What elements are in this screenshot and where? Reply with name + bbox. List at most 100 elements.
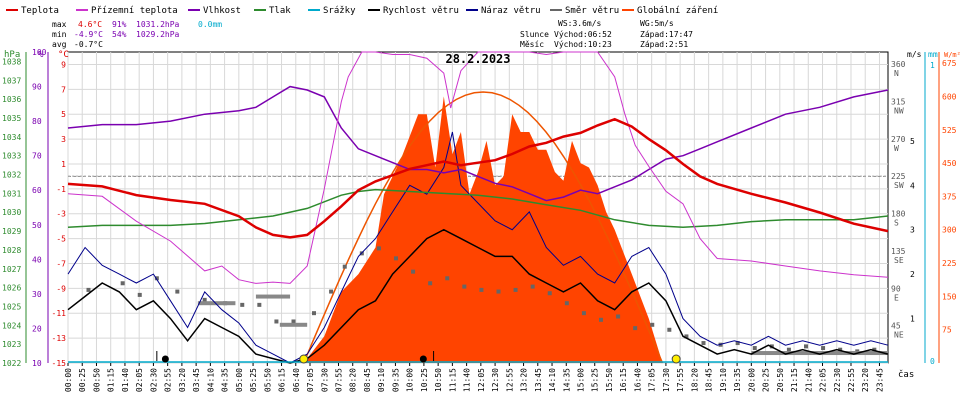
tick-dir-name: SE <box>894 256 904 265</box>
tick-dir: 270 <box>891 135 906 144</box>
tick-hpa: 1037 <box>2 76 21 85</box>
radiation-envelope <box>303 91 664 364</box>
tick-dir: 90 <box>891 284 901 293</box>
wind-dir-point <box>530 284 535 289</box>
tick-ms: 4 <box>910 181 915 190</box>
legend-label: Vlhkost <box>203 6 241 16</box>
tick-dir-name: SW <box>894 181 904 190</box>
tick-hpa: 1036 <box>2 95 21 104</box>
series-ground-temp <box>67 51 889 284</box>
tick-x: 01:15 <box>107 368 116 392</box>
tick-x: 07:55 <box>334 368 343 392</box>
wind-dir-point <box>257 302 262 307</box>
tick-x: 11:40 <box>463 368 472 392</box>
tick-wm2: 75 <box>942 326 952 335</box>
tick-x: 17:05 <box>648 368 657 392</box>
tick-x: 19:35 <box>733 368 742 392</box>
tick-x: 15:25 <box>591 368 600 392</box>
legend-label: Směr větru <box>565 6 619 16</box>
tick-x: 02:55 <box>164 368 173 392</box>
wind-dir-point <box>445 276 450 281</box>
tick-x: 09:10 <box>377 368 386 392</box>
tick-temp: -5 <box>56 235 66 244</box>
tick-x: 21:15 <box>790 368 799 392</box>
tick-temp: 1 <box>61 160 66 169</box>
info-ws: WS:3.6m/s <box>558 19 602 28</box>
tick-dir-name: NE <box>894 331 904 340</box>
wind-dir-point <box>137 292 142 297</box>
stat-max-press: 1031.2hPa <box>136 20 180 29</box>
info-sun-label: Slunce <box>520 30 549 39</box>
stat-max-rain: 0.0mm <box>198 20 222 29</box>
tick-x: 22:05 <box>819 368 828 392</box>
tick-temp: -3 <box>56 210 66 219</box>
tick-x: 22:55 <box>847 368 856 392</box>
tick-dir: 45 <box>891 322 901 331</box>
wind-dir-point <box>202 297 207 302</box>
stat-min-hum: 54% <box>112 30 127 39</box>
wind-dir-point <box>376 246 381 251</box>
tick-x: 15:00 <box>577 368 586 392</box>
tick-hpa: 1033 <box>2 152 21 161</box>
tick-x: 04:10 <box>206 368 215 392</box>
axis-unit-wm2: W/m² <box>944 51 961 59</box>
tick-x: 23:20 <box>861 368 870 392</box>
tick-x: 04:35 <box>221 368 230 392</box>
tick-x: 12:30 <box>491 368 500 392</box>
tick-x: 03:45 <box>192 368 201 392</box>
tick-hpa: 1038 <box>2 57 21 66</box>
tick-x: 14:35 <box>562 368 571 392</box>
wind-dir-point <box>804 344 808 349</box>
tick-mm: 1 <box>930 61 935 70</box>
tick-dir-name: NW <box>894 106 904 115</box>
tick-x: 10:25 <box>420 368 429 392</box>
tick-temp: -7 <box>56 259 66 268</box>
stat-label: max <box>52 20 67 29</box>
wind-dir-point <box>752 346 757 351</box>
tick-x: 11:15 <box>448 368 457 392</box>
axis-unit-c: °C <box>58 50 69 60</box>
tick-temp: 3 <box>61 135 66 144</box>
series-temperature <box>67 117 889 239</box>
tick-hpa: 1023 <box>2 340 21 349</box>
tick-wm2: 675 <box>942 59 957 68</box>
stat-max-temp: 4.6°C <box>78 20 102 29</box>
wind-dir-point <box>411 269 416 274</box>
wind-dir-point <box>329 289 334 294</box>
tick-x: 00:25 <box>78 368 87 392</box>
tick-dir-name: E <box>894 293 899 302</box>
axis-unit-pct: % <box>38 50 44 60</box>
tick-pct: 80 <box>32 117 42 126</box>
legend-label: Přízemní teplota <box>91 6 178 16</box>
legend-label: Globální záření <box>637 6 718 16</box>
tick-x: 05:00 <box>235 368 244 392</box>
tick-hpa: 1031 <box>2 189 21 198</box>
wind-dir-band <box>255 294 291 299</box>
wind-dir-point <box>821 346 826 351</box>
wind-dir-point <box>684 334 689 339</box>
wind-dir-band <box>279 322 308 327</box>
tick-x: 12:55 <box>505 368 514 392</box>
tick-hpa: 1030 <box>2 208 21 217</box>
wind-dir-point <box>701 341 706 346</box>
tick-dir: 180 <box>891 210 906 219</box>
legend-label: Rychlost větru <box>383 6 459 16</box>
wind-dir-point <box>312 311 316 316</box>
info-wg: WG:5m/s <box>640 19 674 28</box>
tick-wm2: 600 <box>942 92 957 101</box>
tick-wm2: 450 <box>942 159 957 168</box>
tick-hpa: 1025 <box>2 302 21 311</box>
series-pressure <box>67 188 889 229</box>
axis-unit-hpa: hPa <box>4 50 20 60</box>
tick-pct: 50 <box>32 221 42 230</box>
tick-temp: -11 <box>52 309 67 318</box>
tick-pct: 20 <box>32 324 42 333</box>
tick-ms: 2 <box>910 270 915 279</box>
info-moonrise: Východ:10:23 <box>554 40 612 49</box>
axis-unit-x: čas <box>898 369 914 380</box>
sunrise-marker <box>299 354 309 364</box>
tick-x: 02:30 <box>149 368 158 392</box>
tick-x: 23:45 <box>875 368 884 392</box>
